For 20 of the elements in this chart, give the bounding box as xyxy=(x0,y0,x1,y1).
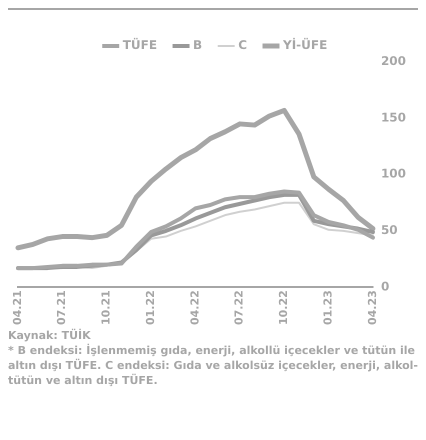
y-tick-label: 0 xyxy=(380,279,390,294)
x-tick-label: 01.23 xyxy=(321,290,334,326)
x-tick-label: 07.22 xyxy=(232,290,246,326)
y-tick-label: 50 xyxy=(380,223,398,238)
y-tick-label: 150 xyxy=(380,110,406,124)
legend-label: B xyxy=(193,38,202,52)
x-tick-label: 07.21 xyxy=(55,290,68,326)
legend-label: Yİ-ÜFE xyxy=(282,37,328,52)
x-tick-label: 10.22 xyxy=(277,290,290,326)
x-tick-label: 01.22 xyxy=(144,290,157,326)
x-tick-label: 04.22 xyxy=(188,290,202,326)
y-tick-label: 100 xyxy=(380,166,406,181)
text: Kaynak: TÜİK xyxy=(8,328,92,343)
text: * B endeksi: İşlenmemiş gıda, enerji, alkollü içecekler ve tütün ile altın dışı TÜFE. C endeksi: Gıda ve alkolsüz içecekler, enerji, alkol-tütün ve altın dışı TÜFE. xyxy=(8,343,418,388)
legend-label: TÜFE xyxy=(122,37,158,52)
y-tick-label: 200 xyxy=(380,54,406,68)
x-tick-label: 10.21 xyxy=(100,290,113,326)
x-tick-label: 04.21 xyxy=(10,290,24,326)
x-tick-label: 04.23 xyxy=(366,290,379,326)
legend-label: C xyxy=(238,38,248,52)
